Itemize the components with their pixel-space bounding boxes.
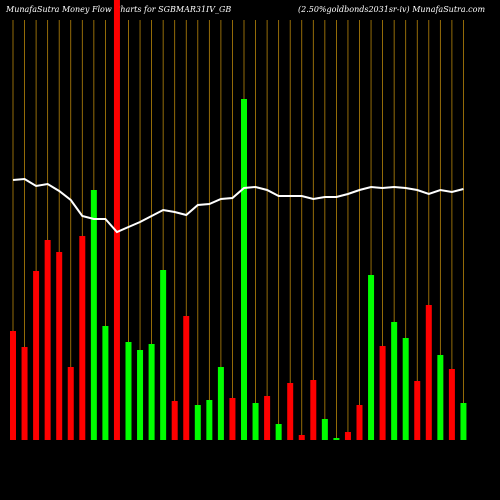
bar: [344, 432, 351, 440]
bar: [194, 405, 201, 440]
bar: [310, 380, 317, 440]
bar: [241, 99, 247, 440]
bar: [102, 326, 109, 440]
bar: [137, 350, 144, 440]
bar: [160, 270, 167, 440]
bar: [356, 405, 363, 440]
bar: [437, 355, 444, 440]
bar: [171, 401, 178, 440]
bar: [252, 403, 259, 440]
bar: [183, 316, 190, 440]
bar: [125, 342, 132, 440]
bar: [206, 400, 213, 440]
bar: [264, 396, 271, 440]
bar: [148, 344, 155, 440]
chart-subtitle: (2.50%goldbonds2031sr-iv) MunafaSutra.co…: [298, 5, 485, 14]
bar: [90, 190, 97, 440]
bar: [44, 240, 51, 440]
bar: [229, 398, 236, 440]
bar: [298, 435, 305, 440]
bar: [287, 383, 294, 440]
bar: [391, 322, 398, 440]
bar: [460, 403, 467, 440]
bar: [414, 381, 421, 440]
bar: [379, 346, 386, 440]
bar: [67, 367, 74, 440]
bar: [448, 369, 455, 440]
bar: [79, 236, 86, 440]
bar: [113, 0, 120, 440]
bar: [333, 438, 340, 440]
bar: [425, 305, 432, 440]
bar: [21, 347, 28, 440]
bar: [33, 271, 40, 440]
bar: [56, 252, 63, 440]
bar: [217, 367, 224, 440]
bar: [10, 331, 16, 440]
bar: [402, 338, 409, 440]
bar: [275, 424, 282, 440]
money-flow-line: [12, 177, 464, 234]
bar: [321, 419, 328, 440]
bar: [368, 275, 375, 440]
